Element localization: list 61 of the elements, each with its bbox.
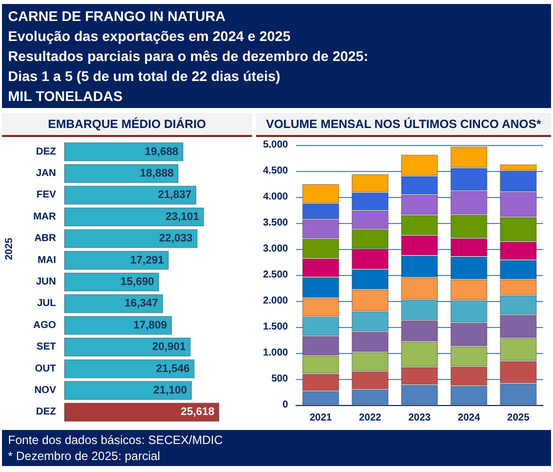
y-tick-label: ABR: [34, 233, 57, 244]
data-label: 22,033: [159, 232, 193, 245]
x-tick-label: 2024: [458, 412, 480, 424]
y-tick-label: DEZ: [36, 146, 56, 158]
data-label: 17,291: [130, 254, 164, 266]
y-tick-label: JUL: [37, 298, 56, 310]
bar: [64, 272, 160, 292]
bar: [64, 380, 192, 400]
data-label: 17,809: [133, 319, 168, 332]
x-tick-label: 2023: [408, 412, 432, 424]
x-tick-label: 2022: [358, 412, 382, 424]
y-tick-label: DEZ: [36, 406, 56, 418]
data-label: 20,901: [152, 341, 186, 354]
y-tick-label: AGO: [33, 320, 56, 331]
data-label: 21,546: [156, 362, 190, 375]
data-label: 15,690: [120, 276, 154, 288]
bar: [64, 229, 198, 248]
y-tick-label: JUN: [36, 276, 56, 288]
x-tick-label: 2025: [507, 412, 530, 424]
bar: [64, 316, 172, 335]
y-tick-label: NOV: [34, 384, 56, 396]
bar: [64, 338, 191, 357]
bar: [64, 294, 164, 314]
bar: [64, 250, 169, 270]
data-label: 16,347: [124, 298, 158, 310]
text: * Dezembro de 2025: parcial: [8, 449, 160, 463]
data-label: 21,100: [153, 384, 188, 396]
source-note: Fonte dos dados básicos: SECEX/MDIC: [8, 433, 223, 447]
y-tick-label: 4.000: [262, 192, 288, 202]
chart-subtitle: CARNE DE FRANGO IN NATURA Evolução das exportações em 2024 e 2025 Resultados parciais para o mês de dezembro de 2025: Dias 1 a 5 (5 de um total de 22 dias úteis) MIL TONELADAS: [2, 4, 551, 108]
y-tick-label: 3.000: [262, 244, 288, 254]
y-tick-label: 4.500: [262, 166, 288, 176]
y-tick-label: FEV: [36, 190, 56, 201]
data-label: 18,888: [140, 168, 174, 180]
y-tick-label: MAR: [33, 211, 57, 222]
y-tick-label: SET: [36, 342, 56, 353]
data-label: 21,837: [158, 189, 192, 202]
bar: [64, 359, 195, 378]
x-tick-label: 2021: [310, 412, 332, 424]
y-tick-label: 0: [282, 400, 288, 410]
data-label: 25,618: [180, 406, 214, 418]
bar: [64, 207, 204, 226]
y-tick-label: MAI: [38, 254, 56, 266]
y-tick-label: JAN: [36, 168, 56, 180]
bar: [64, 164, 179, 184]
y-tick-label: 2.000: [262, 296, 288, 306]
data-label: 19,688: [144, 146, 178, 158]
chart-title: VOLUME MENSAL NOS ÚLTIMOS CINCO ANOS*: [256, 113, 551, 137]
bar: [64, 402, 220, 422]
y-tick-label: OUT: [34, 363, 56, 374]
y-tick-label: 1.000: [262, 348, 288, 358]
y-tick-label: 5.000: [262, 140, 288, 150]
bar: [64, 142, 184, 162]
text: 2025: [4, 238, 15, 260]
chart-title: EMBARQUE MÉDIO DIÁRIO: [2, 113, 252, 137]
data-label: 23,101: [165, 210, 200, 223]
y-tick-label: 1.500: [262, 322, 288, 332]
y-tick-label: 500: [271, 374, 288, 384]
bar: [64, 186, 196, 205]
y-tick-label: 3.500: [262, 218, 288, 228]
y-tick-label: 2.500: [262, 270, 288, 280]
